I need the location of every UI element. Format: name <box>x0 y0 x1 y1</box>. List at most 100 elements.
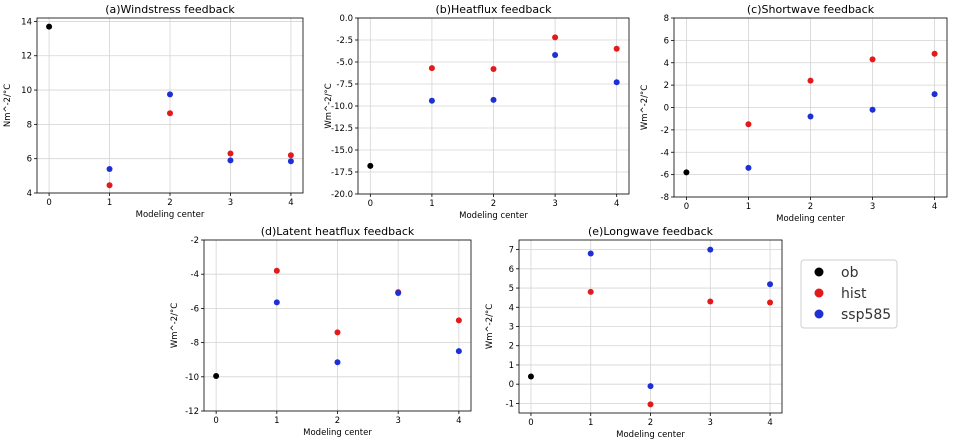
chart-title: (e)Longwave feedback <box>588 225 714 238</box>
point-hist <box>428 65 435 72</box>
y-tick-label: 4 <box>664 59 669 69</box>
y-tick-label: 3 <box>509 323 514 333</box>
point-ob <box>527 373 534 380</box>
y-tick-label: -6 <box>661 171 669 181</box>
x-tick-label: 0 <box>684 202 689 212</box>
y-axis-label: Wm^-2/°C <box>640 85 650 130</box>
point-ssp585 <box>869 106 876 113</box>
point-ssp585 <box>395 290 402 297</box>
y-tick-label: 0 <box>509 380 514 390</box>
x-tick-label: 3 <box>552 199 557 209</box>
y-tick-label: 2 <box>664 81 669 91</box>
y-tick-label: -1 <box>506 399 514 409</box>
x-axis-label: Modeling center <box>616 430 685 440</box>
y-axis-label: Nm^-2/°C <box>3 84 13 127</box>
x-tick-label: 0 <box>368 199 373 209</box>
point-hist <box>807 77 814 84</box>
x-tick-label: 0 <box>213 416 218 426</box>
point-ssp585 <box>273 299 280 306</box>
point-hist <box>490 66 497 73</box>
y-tick-label: -4 <box>191 270 199 280</box>
x-tick-label: 2 <box>648 418 653 428</box>
x-tick-label: 2 <box>167 198 172 208</box>
x-tick-label: 4 <box>288 198 293 208</box>
point-ssp585 <box>587 250 594 257</box>
point-hist <box>707 298 714 305</box>
point-hist <box>106 182 113 189</box>
y-axis-label: Wm^-2/°C <box>170 303 180 348</box>
point-ob <box>367 162 374 169</box>
y-tick-label: 2 <box>509 342 514 352</box>
point-ob <box>46 23 53 30</box>
chart-panel-4: 0 1 2 3 4 -1 0 1 2 3 4 5 6 7 (e)Longwave feedback Model… <box>485 225 783 440</box>
legend-marker-hist <box>814 288 824 298</box>
x-tick-label: 4 <box>767 418 772 428</box>
point-hist <box>869 56 876 63</box>
y-tick-label: -10 <box>185 373 199 383</box>
x-tick-label: 0 <box>528 418 533 428</box>
y-tick-label: -2.5 <box>336 36 353 46</box>
y-tick-label: 4 <box>27 189 32 199</box>
x-axis-label: Modeling center <box>303 428 372 438</box>
y-tick-label: 14 <box>21 17 32 27</box>
point-hist <box>745 121 752 128</box>
y-tick-label: -12.5 <box>331 124 353 134</box>
point-hist <box>767 299 774 306</box>
y-tick-label: -6 <box>191 304 199 314</box>
y-tick-label: -8 <box>191 339 199 349</box>
point-hist <box>227 150 234 157</box>
chart-title: (a)Windstress feedback <box>105 3 235 16</box>
y-tick-label: -8 <box>661 193 669 203</box>
y-axis-label: Wm^-2/°C <box>485 304 495 349</box>
x-tick-label: 3 <box>228 198 233 208</box>
y-tick-label: 6 <box>664 36 669 46</box>
point-ssp585 <box>707 246 714 253</box>
point-ssp585 <box>745 164 752 171</box>
x-tick-label: 4 <box>614 199 619 209</box>
y-tick-label: 7 <box>509 246 514 256</box>
x-tick-label: 1 <box>746 202 751 212</box>
x-tick-label: 1 <box>588 418 593 428</box>
point-ssp585 <box>552 51 559 58</box>
x-tick-label: 2 <box>491 199 496 209</box>
legend-label-ob: ob <box>841 265 859 281</box>
point-hist <box>273 267 280 274</box>
point-ssp585 <box>428 97 435 104</box>
point-ssp585 <box>227 157 234 164</box>
y-tick-label: 6 <box>27 155 32 165</box>
chart-title: (c)Shortwave feedback <box>747 3 875 16</box>
x-axis-label: Modeling center <box>136 210 205 220</box>
point-ssp585 <box>106 165 113 172</box>
y-tick-label: -17.5 <box>331 168 353 178</box>
point-hist <box>167 110 173 117</box>
point-ssp585 <box>931 91 938 98</box>
point-hist <box>552 34 559 41</box>
y-tick-label: -20.0 <box>331 190 353 200</box>
x-tick-label: 3 <box>395 416 400 426</box>
y-tick-label: -15.0 <box>331 146 353 156</box>
y-tick-label: 0.0 <box>339 14 353 24</box>
point-hist <box>587 288 594 295</box>
point-hist <box>334 329 341 336</box>
x-axis-label: Modeling center <box>459 211 528 221</box>
point-hist <box>931 50 938 57</box>
chart-panel-2: 0 1 2 3 4 -8 -6 -4 -2 0 2 4 6 8 (c)Shortwave feedback M… <box>640 3 948 224</box>
legend-label-ssp585: ssp585 <box>841 307 891 323</box>
point-ssp585 <box>647 383 654 390</box>
y-tick-label: 1 <box>509 361 514 371</box>
y-tick-label: 8 <box>27 120 32 130</box>
y-axis-label: Wm^-2/°C <box>324 83 334 128</box>
y-tick-label: -7.5 <box>336 80 353 90</box>
y-tick-label: -2 <box>661 126 669 136</box>
x-tick-label: 3 <box>870 202 875 212</box>
point-ssp585 <box>807 113 814 120</box>
x-tick-label: 4 <box>932 202 937 212</box>
x-tick-label: 4 <box>456 416 461 426</box>
chart-title: (d)Latent heatflux feedback <box>261 225 415 238</box>
point-hist <box>455 317 462 324</box>
y-tick-label: -2 <box>191 236 199 246</box>
chart-panel-1: 0 1 2 3 4 0.0 -2.5 -5.0 -7.5 -10.0 -12.5 -15.0 -17.5… <box>324 3 630 221</box>
x-tick-label: 1 <box>274 416 279 426</box>
